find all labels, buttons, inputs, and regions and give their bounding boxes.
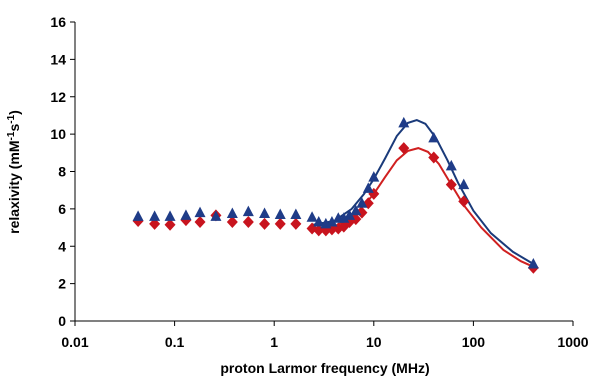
x-tick-label: 0.01 — [61, 334, 88, 350]
x-tick-label: 1000 — [557, 334, 588, 350]
diamond-marker — [445, 178, 457, 191]
y-tick-label: 8 — [58, 164, 66, 180]
triangle-marker — [343, 209, 355, 220]
triangle-marker — [445, 159, 457, 171]
diamond-marker — [164, 218, 176, 231]
diamond-marker — [398, 142, 410, 155]
triangle-marker — [132, 210, 144, 221]
diamond-marker — [194, 215, 206, 228]
y-tick-label: 10 — [50, 126, 66, 142]
triangle-marker — [428, 131, 440, 143]
x-tick-label: 0.1 — [165, 334, 185, 350]
axes — [70, 21, 574, 326]
x-tick-label: 1 — [270, 334, 278, 350]
triangle-marker — [274, 208, 286, 219]
triangle-marker — [210, 210, 222, 221]
diamond-marker — [428, 151, 440, 164]
y-tick-label: 6 — [58, 201, 66, 217]
y-tick-label: 0 — [58, 313, 66, 329]
y-axis-title-base: relaxivity (mM — [6, 140, 22, 233]
y-tick-label: 14 — [50, 51, 66, 67]
triangle-marker — [527, 258, 539, 269]
y-axis-title-mid: s — [6, 124, 22, 132]
fit-curve-triangle — [311, 119, 534, 265]
triangle-marker — [259, 207, 271, 219]
diamond-marker — [356, 206, 368, 219]
triangle-marker — [338, 212, 350, 223]
triangle-marker — [398, 116, 410, 128]
triangle-marker — [356, 197, 368, 208]
triangle-marker — [326, 215, 338, 227]
triangle-marker — [164, 210, 176, 221]
triangle-marker — [242, 205, 254, 217]
diamond-marker — [350, 213, 362, 226]
triangle-marker — [368, 171, 380, 182]
triangle-marker — [458, 178, 470, 190]
y-tick-label: 12 — [50, 89, 66, 105]
triangle-marker — [226, 207, 238, 219]
diamond-marker — [242, 215, 254, 228]
triangle-marker — [313, 215, 325, 227]
y-axis-title: relaxivity (mM-1s-1) — [6, 110, 22, 234]
y-tick-label: 2 — [58, 276, 66, 292]
tick-labels: 0 2 4 6 8 10 12 14 16 0.01 0.1 1 10 100 1000 — [50, 14, 588, 350]
y-tick-label: 4 — [58, 238, 66, 254]
fit-curve-diamond — [311, 147, 534, 268]
diamond-marker — [290, 217, 302, 230]
triangle-marker — [194, 206, 206, 218]
y-axis-title-sup1: -1 — [6, 131, 17, 140]
x-tick-label: 100 — [462, 334, 486, 350]
y-axis-title-sup2: -1 — [6, 114, 17, 123]
data-markers — [132, 116, 539, 274]
diamond-marker — [259, 217, 271, 230]
diamond-marker — [226, 215, 238, 228]
fit-curves — [311, 119, 534, 268]
diamond-marker — [274, 217, 286, 230]
y-tick-label: 16 — [50, 14, 66, 30]
triangle-marker — [306, 211, 318, 222]
diamond-marker — [458, 195, 470, 208]
y-axis-title-end: ) — [6, 110, 22, 115]
triangle-marker — [180, 209, 192, 220]
triangle-marker — [290, 208, 302, 219]
triangle-marker — [350, 204, 362, 216]
triangle-marker — [362, 182, 374, 193]
triangle-marker — [149, 210, 161, 221]
x-axis-title: proton Larmor frequency (MHz) — [220, 360, 429, 376]
x-tick-label: 10 — [366, 334, 382, 350]
